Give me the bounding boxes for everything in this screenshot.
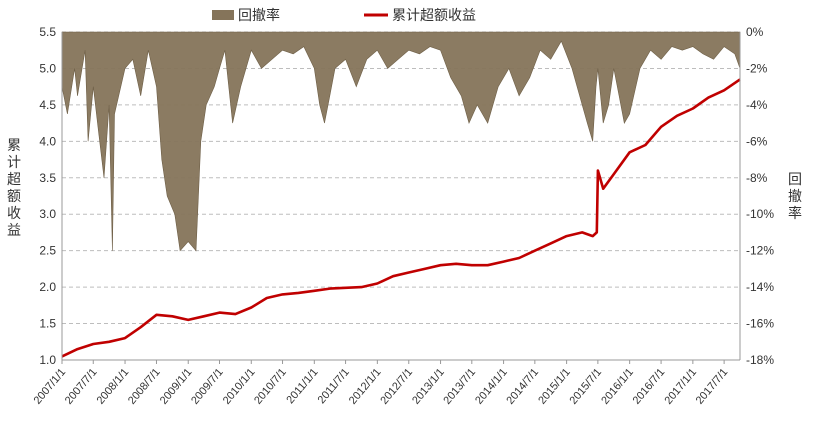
y-tick-label: 1.5 xyxy=(39,317,56,331)
x-tick-label: 2008/7/1 xyxy=(126,366,163,407)
x-tick-label: 2012/1/1 xyxy=(347,366,384,407)
x-tick-label: 2012/7/1 xyxy=(378,366,415,407)
axes xyxy=(61,32,741,361)
y-tick-label: 3.5 xyxy=(39,171,56,185)
x-tick-label: 2007/1/1 xyxy=(32,366,69,407)
y-tick-label: 4.0 xyxy=(39,134,56,148)
y2-tick-label: -2% xyxy=(746,61,768,75)
x-tick-label: 2017/1/1 xyxy=(662,366,699,407)
x-tick-label: 2017/7/1 xyxy=(694,366,731,407)
x-tick-label: 2016/1/1 xyxy=(599,366,636,407)
x-tick-label: 2014/7/1 xyxy=(504,366,541,407)
legend: 回撤率 累计超额收益 xyxy=(212,7,476,24)
y-tick-label: 5.0 xyxy=(39,61,56,75)
x-tick-label: 2013/7/1 xyxy=(441,366,478,407)
y-tick-label: 2.0 xyxy=(39,280,56,294)
y2-tick-label: -18% xyxy=(746,353,774,367)
x-tick-label: 2009/1/1 xyxy=(158,366,195,407)
excess-return-series xyxy=(61,78,741,358)
x-tick-label: 2011/1/1 xyxy=(284,366,320,406)
x-tick-label: 2008/1/1 xyxy=(95,366,132,407)
y-axis-title: 累计超额收益 xyxy=(7,138,21,239)
y2-axis-title: 回撤率 xyxy=(788,172,802,222)
x-tick-label: 2016/7/1 xyxy=(631,366,668,407)
y2-tick-label: -10% xyxy=(746,207,774,221)
legend-label-drawdown: 回撤率 xyxy=(238,7,280,24)
x-tick-label: 2007/7/1 xyxy=(63,366,100,407)
x-tick-label: 2011/7/1 xyxy=(316,366,352,406)
y2-tick-label: 0% xyxy=(746,25,764,39)
y2-tick-label: -14% xyxy=(746,280,774,294)
y2-tick-label: -8% xyxy=(746,171,768,185)
x-tick-label: 2010/1/1 xyxy=(221,366,258,407)
y2-tick-label: -4% xyxy=(746,98,768,112)
legend-label-excess-return: 累计超额收益 xyxy=(392,8,476,24)
x-tick-label: 2010/7/1 xyxy=(252,366,289,407)
y-axis-ticks: 1.0 1.5 2.0 2.5 3.0 3.5 4.0 4.5 5.0 5.5 xyxy=(39,25,56,367)
y2-tick-label: -12% xyxy=(746,244,774,258)
y-tick-label: 2.5 xyxy=(39,244,56,258)
x-tick-label: 2013/1/1 xyxy=(410,366,447,407)
x-axis-ticks: 2007/1/12007/7/12008/1/12008/7/12009/1/1… xyxy=(32,360,731,407)
x-tick-label: 2014/1/1 xyxy=(473,366,510,407)
x-tick-label: 2015/1/1 xyxy=(536,366,573,407)
y-tick-label: 4.5 xyxy=(39,98,56,112)
y2-tick-label: -6% xyxy=(746,134,768,148)
drawdown-series xyxy=(61,31,741,252)
x-tick-label: 2015/7/1 xyxy=(567,366,604,407)
x-tick-label: 2009/7/1 xyxy=(189,366,226,407)
y-tick-label: 1.0 xyxy=(39,353,56,367)
legend-swatch-drawdown xyxy=(212,10,234,20)
y-tick-label: 5.5 xyxy=(39,25,56,39)
y2-axis-ticks: 0% -2% -4% -6% -8% -10% -12% -14% -16% -18% xyxy=(746,25,774,367)
y2-tick-label: -16% xyxy=(746,317,774,331)
y-tick-label: 3.0 xyxy=(39,207,56,221)
